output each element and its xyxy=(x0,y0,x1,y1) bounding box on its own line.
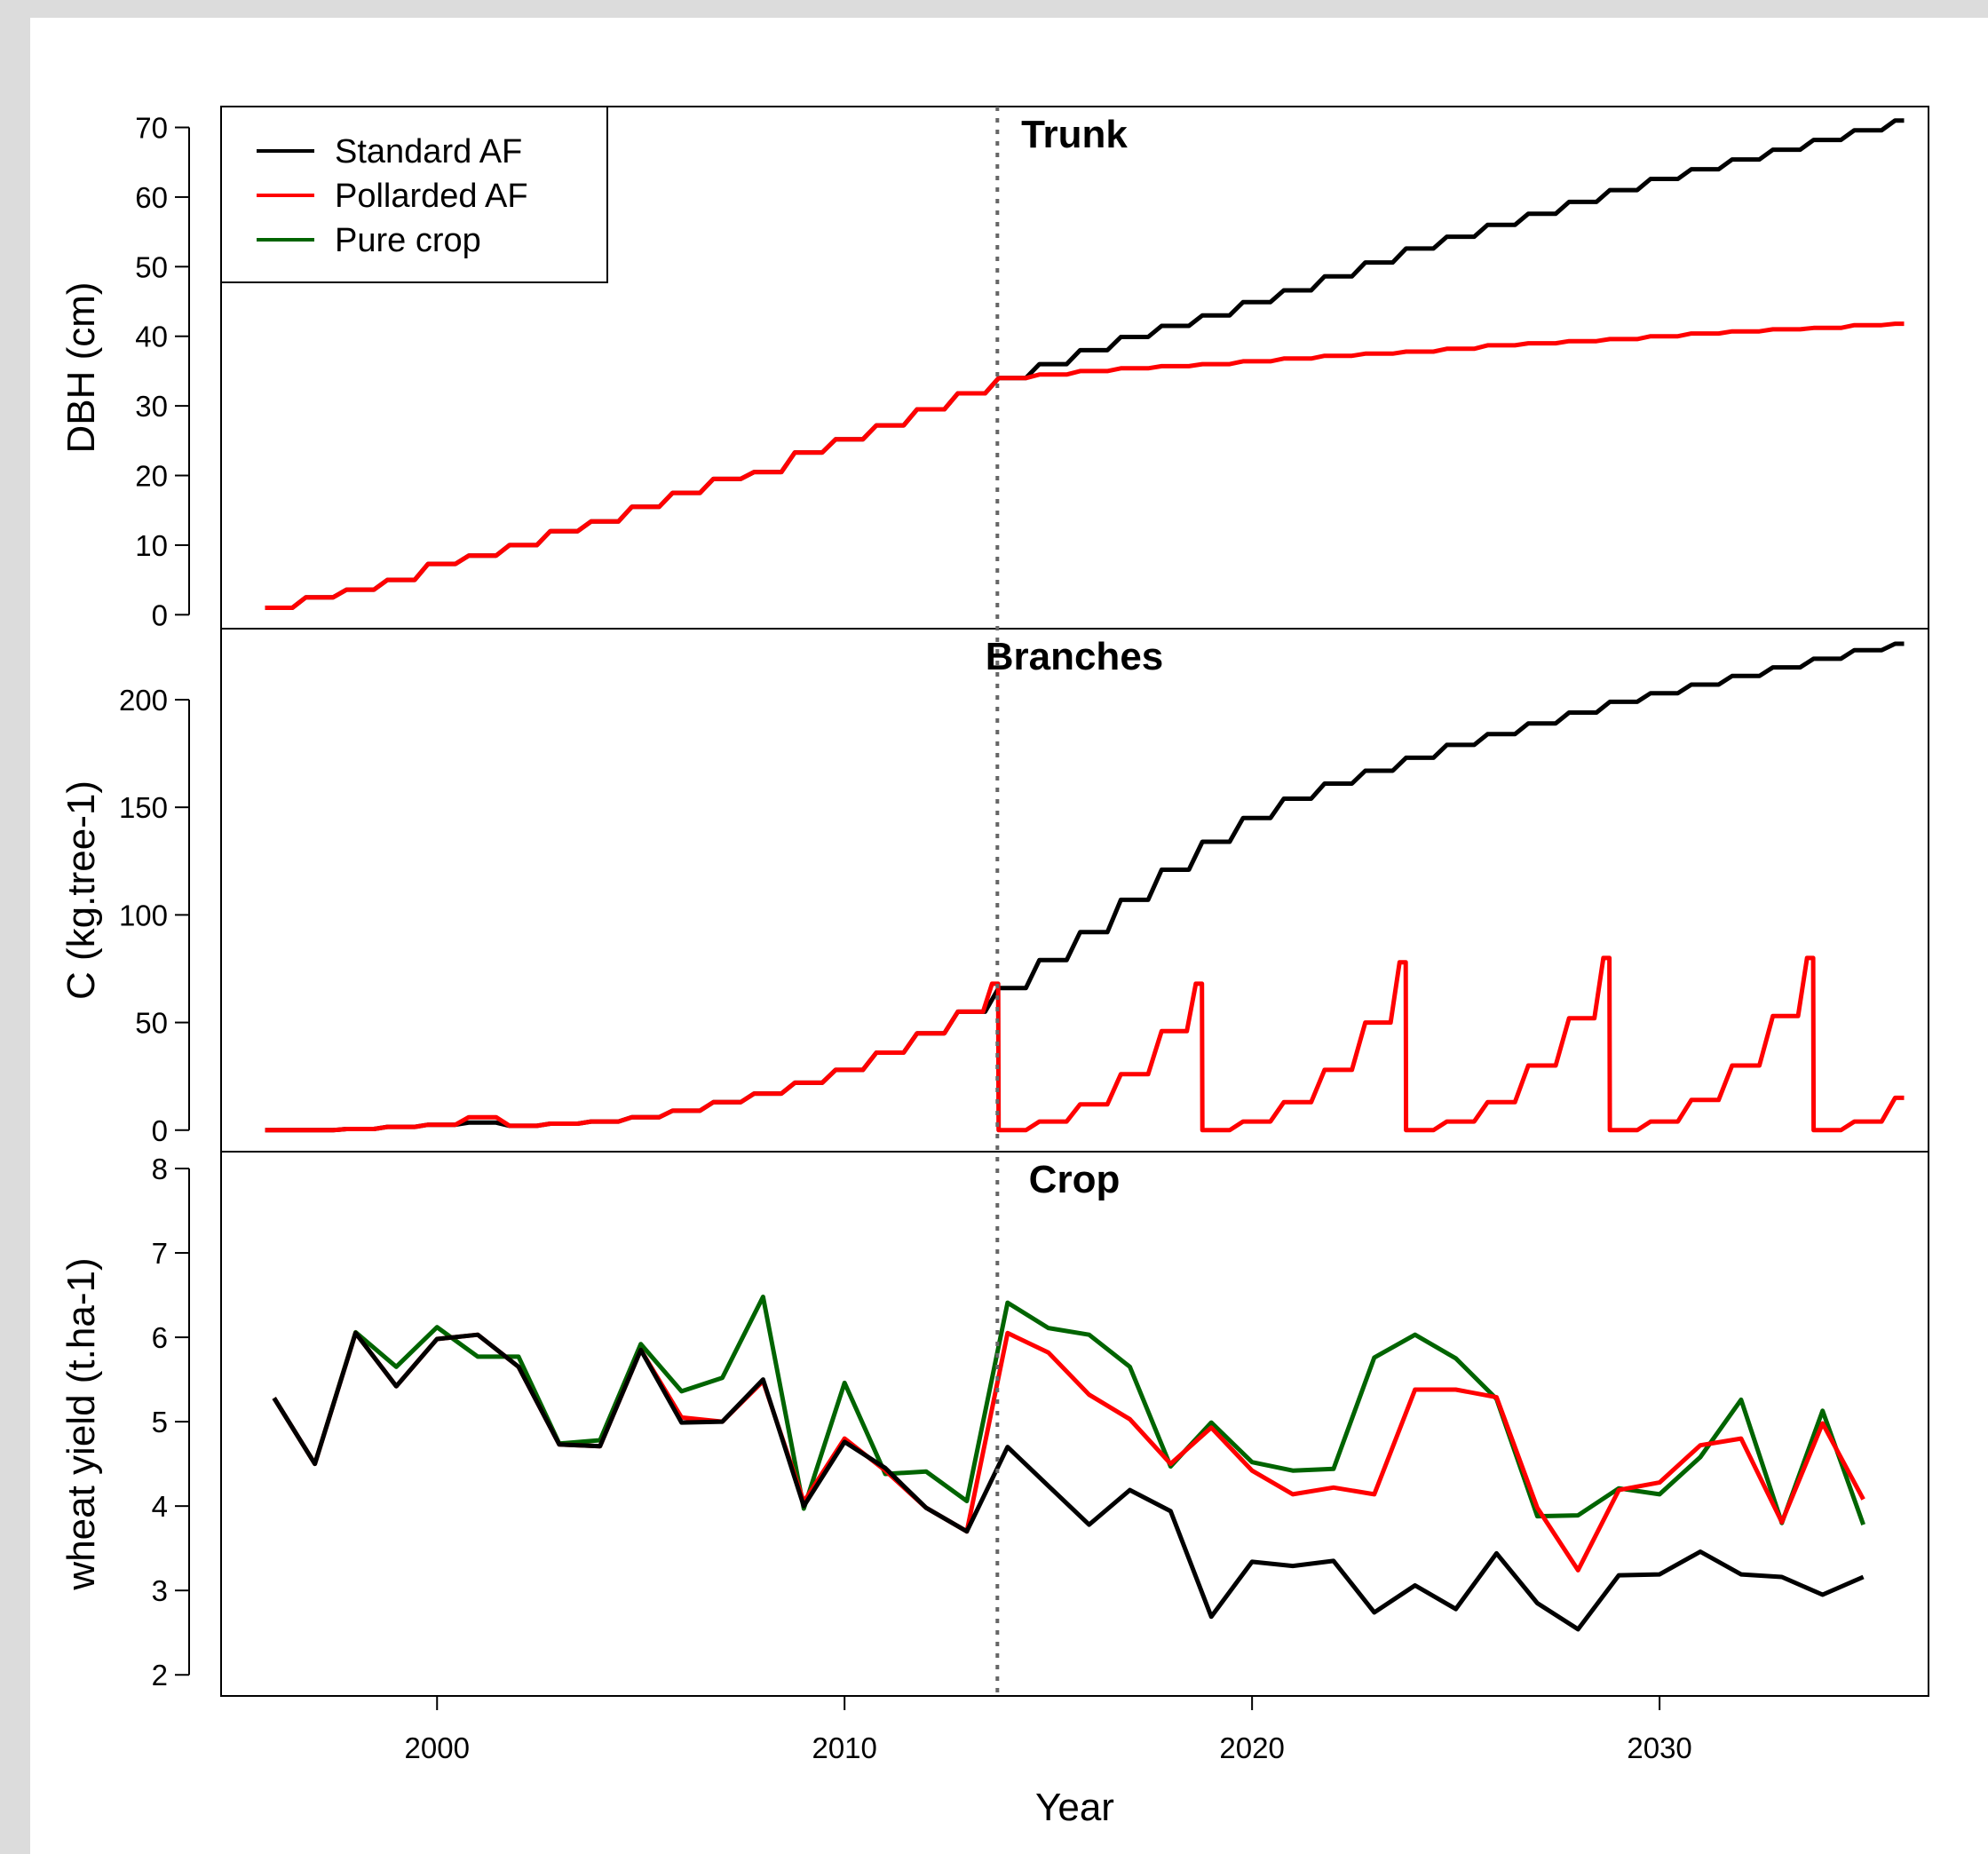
panel-title: Crop xyxy=(1029,1158,1121,1201)
y-tick-label: 8 xyxy=(152,1153,168,1185)
y-tick-label: 0 xyxy=(152,1114,168,1147)
legend-label: Pure crop xyxy=(335,222,481,259)
y-tick-label: 150 xyxy=(119,791,168,824)
series-line-pollarded-af xyxy=(265,321,1905,610)
y-axis-title: DBH (cm) xyxy=(59,281,103,453)
figure-frame: Trunk 0 10 20 30 40 50 60 70 DBH (cm) Branches 0 50 1… xyxy=(30,18,1988,1854)
y-tick-label: 30 xyxy=(135,390,168,423)
y-tick-label: 40 xyxy=(135,321,168,353)
panel-title: Trunk xyxy=(1021,113,1128,156)
y-tick-label: 10 xyxy=(135,529,168,562)
panel-branches: Branches 0 50 100 150 200 C (kg.tree-1) xyxy=(59,628,1929,1153)
series-line-standard-af xyxy=(272,1330,1865,1632)
panels-layer: Trunk 0 10 20 30 40 50 60 70 DBH (cm) Branches 0 50 1… xyxy=(59,106,1929,1697)
y-axis: 2 3 4 5 6 7 8 wheat yield (t.ha-1) xyxy=(59,1153,190,1692)
y-tick-label: 0 xyxy=(152,598,168,631)
y-tick-label: 70 xyxy=(135,112,168,145)
series-line-pollarded-af xyxy=(265,955,1905,1133)
legend: Standard AF Pollarded AF Pure crop xyxy=(220,106,608,283)
panel-title: Branches xyxy=(986,635,1164,678)
legend-label: Standard AF xyxy=(335,133,522,170)
y-tick-label: 4 xyxy=(152,1490,168,1523)
x-tick-label: 2010 xyxy=(812,1731,876,1764)
y-tick-label: 20 xyxy=(135,460,168,493)
y-tick-label: 50 xyxy=(135,250,168,283)
legend-label: Pollarded AF xyxy=(335,178,528,215)
series-line-standard-af xyxy=(265,641,1905,1133)
x-axis: 2000 2010 2020 2030 Year xyxy=(405,1695,1692,1829)
y-tick-label: 3 xyxy=(152,1574,168,1607)
x-tick-label: 2000 xyxy=(405,1731,470,1764)
panel-crop: Crop 2 3 4 5 6 7 8 wheat yield (t.ha-1) xyxy=(59,1151,1929,1697)
series-line-pollarded-af xyxy=(272,1330,1865,1573)
panel-trunk: Trunk 0 10 20 30 40 50 60 70 DBH (cm) xyxy=(59,106,1929,631)
x-tick-label: 2030 xyxy=(1627,1731,1691,1764)
y-tick-label: 6 xyxy=(152,1321,168,1354)
y-tick-label: 200 xyxy=(119,684,168,717)
y-tick-label: 100 xyxy=(119,899,168,931)
y-tick-label: 60 xyxy=(135,181,168,214)
y-axis: 0 50 100 150 200 C (kg.tree-1) xyxy=(59,684,190,1147)
y-axis-title: C (kg.tree-1) xyxy=(59,780,103,1000)
y-tick-label: 50 xyxy=(135,1007,168,1040)
y-tick-label: 7 xyxy=(152,1237,168,1270)
x-axis-title: Year xyxy=(1035,1786,1114,1829)
x-tick-label: 2020 xyxy=(1219,1731,1284,1764)
y-tick-label: 2 xyxy=(152,1659,168,1692)
panel-border xyxy=(220,1151,1929,1697)
y-axis-title: wheat yield (t.ha-1) xyxy=(59,1257,103,1590)
y-axis: 0 10 20 30 40 50 60 70 DBH (cm) xyxy=(59,112,190,631)
y-tick-label: 5 xyxy=(152,1406,168,1438)
series-line-pure-crop xyxy=(272,1295,1865,1525)
panel-border xyxy=(220,628,1929,1153)
